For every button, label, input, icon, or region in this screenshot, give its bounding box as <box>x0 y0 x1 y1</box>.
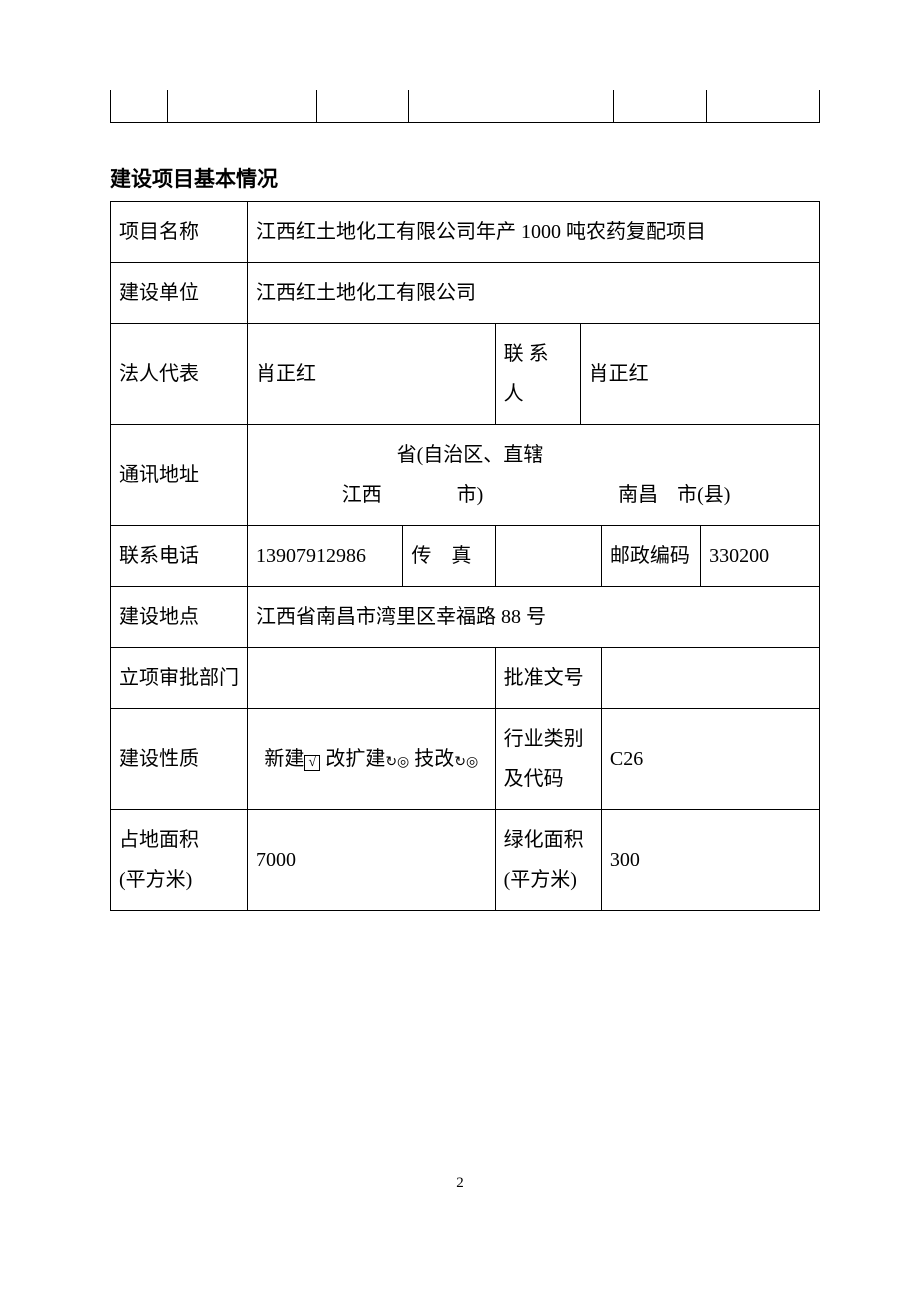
label-industry-code: 行业类别及代码 <box>495 708 601 809</box>
value-green-area: 300 <box>601 809 819 910</box>
project-info-table: 项目名称 江西红土地化工有限公司年产 1000 吨农药复配项目 建设单位 江西红… <box>110 201 820 911</box>
value-build-location: 江西省南昌市湾里区幸福路 88 号 <box>248 586 820 647</box>
label-mail-addr: 通讯地址 <box>111 424 248 525</box>
value-approval-no <box>601 647 819 708</box>
row-build-nature: 建设性质 新建√ 改扩建↻◎ 技改↻◎ 行业类别及代码 C26 <box>111 708 820 809</box>
label-land-area: 占地面积(平方米) <box>111 809 248 910</box>
value-project-name: 江西红土地化工有限公司年产 1000 吨农药复配项目 <box>248 201 820 262</box>
label-contact-person: 联 系 人 <box>495 323 580 424</box>
label-build-unit: 建设单位 <box>111 262 248 323</box>
label-build-nature: 建设性质 <box>111 708 248 809</box>
addr-province-suffix: 省(自治区、直辖市) <box>387 435 554 515</box>
label-fax: 传 真 <box>403 525 495 586</box>
value-fax <box>495 525 601 586</box>
value-build-unit: 江西红土地化工有限公司 <box>248 262 820 323</box>
label-approval-dept: 立项审批部门 <box>111 647 248 708</box>
label-build-location: 建设地点 <box>111 586 248 647</box>
nature-new-label: 新建 <box>264 748 304 770</box>
value-contact-person: 肖正红 <box>580 323 819 424</box>
row-project-name: 项目名称 江西红土地化工有限公司年产 1000 吨农药复配项目 <box>111 201 820 262</box>
label-phone: 联系电话 <box>111 525 248 586</box>
nature-expand-label: 改扩建 <box>325 748 385 770</box>
value-industry-code: C26 <box>601 708 819 809</box>
nature-tech-label: 技改 <box>414 748 454 770</box>
value-mail-addr: 江西 省(自治区、直辖市) 南昌 市(县) <box>248 424 820 525</box>
row-mail-addr: 通讯地址 江西 省(自治区、直辖市) 南昌 市(县) <box>111 424 820 525</box>
row-build-location: 建设地点 江西省南昌市湾里区幸福路 88 号 <box>111 586 820 647</box>
row-legal-rep: 法人代表 肖正红 联 系 人 肖正红 <box>111 323 820 424</box>
label-approval-no: 批准文号 <box>495 647 601 708</box>
nature-new-checkbox: √ <box>304 755 320 771</box>
value-postcode: 330200 <box>701 525 820 586</box>
nature-expand-radio: ↻◎ <box>385 749 409 777</box>
label-green-area: 绿化面积(平方米) <box>495 809 601 910</box>
value-legal-rep: 肖正红 <box>248 323 496 424</box>
row-build-unit: 建设单位 江西红土地化工有限公司 <box>111 262 820 323</box>
addr-city-suffix: 市(县) <box>663 475 763 515</box>
label-legal-rep: 法人代表 <box>111 323 248 424</box>
row-phone: 联系电话 13907912986 传 真 邮政编码 330200 <box>111 525 820 586</box>
addr-city: 南昌 <box>558 475 658 515</box>
value-build-nature: 新建√ 改扩建↻◎ 技改↻◎ <box>248 708 496 809</box>
row-approval: 立项审批部门 批准文号 <box>111 647 820 708</box>
value-phone: 13907912986 <box>248 525 403 586</box>
addr-province: 江西 <box>304 475 382 515</box>
row-area: 占地面积(平方米) 7000 绿化面积(平方米) 300 <box>111 809 820 910</box>
section-title: 建设项目基本情况 <box>110 163 820 193</box>
label-project-name: 项目名称 <box>111 201 248 262</box>
value-land-area: 7000 <box>248 809 496 910</box>
label-postcode: 邮政编码 <box>601 525 700 586</box>
page-number: 2 <box>0 1175 920 1192</box>
value-approval-dept <box>248 647 496 708</box>
nature-tech-radio: ↻◎ <box>454 749 478 777</box>
top-table-stub <box>110 90 820 123</box>
